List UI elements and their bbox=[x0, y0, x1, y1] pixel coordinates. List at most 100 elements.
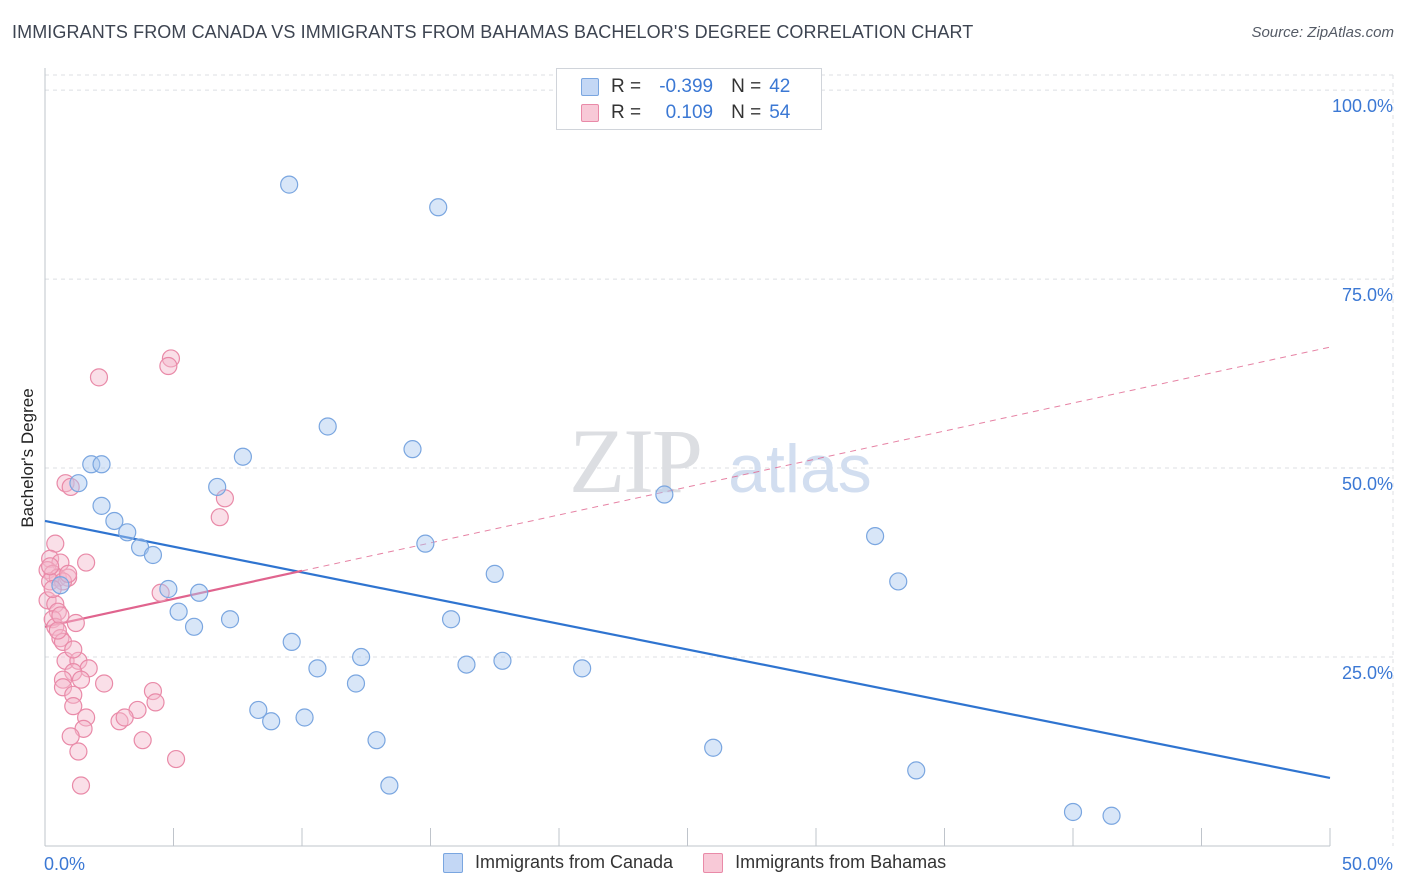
canada-point bbox=[262, 712, 281, 731]
bahamas-point bbox=[41, 557, 60, 576]
bahamas-point bbox=[51, 606, 70, 625]
y-axis-label: Bachelor's Degree bbox=[18, 388, 37, 528]
canada-trend-line bbox=[44, 519, 1331, 780]
bahamas-point bbox=[77, 553, 96, 572]
canada-point bbox=[233, 447, 252, 466]
trend-lines bbox=[44, 346, 1331, 780]
bahamas-point bbox=[41, 549, 60, 568]
canada-swatch bbox=[581, 78, 599, 96]
bahamas-point bbox=[166, 749, 186, 769]
canada-point bbox=[346, 674, 366, 693]
canada-point bbox=[573, 659, 592, 678]
canada-point bbox=[295, 708, 314, 727]
x-tick-label-min: 0.0% bbox=[44, 854, 85, 874]
bahamas-point bbox=[53, 678, 73, 697]
canada-point bbox=[105, 511, 124, 531]
watermark-zip: ZIP bbox=[569, 410, 701, 512]
canada-point bbox=[282, 632, 301, 652]
bahamas-point bbox=[133, 731, 152, 750]
canada-point bbox=[220, 610, 240, 629]
legend-row-canada: R = -0.399 N = 42 bbox=[581, 75, 790, 99]
bahamas-swatch bbox=[581, 104, 599, 122]
canada-point bbox=[655, 485, 674, 504]
bahamas-point bbox=[69, 651, 88, 670]
watermark: ZIP atlas bbox=[569, 410, 872, 512]
canada-point bbox=[416, 534, 435, 553]
canada-point bbox=[352, 647, 371, 667]
bahamas-point bbox=[95, 674, 114, 693]
canada-point bbox=[704, 738, 723, 757]
canada-point bbox=[367, 731, 386, 750]
canada-point bbox=[318, 417, 337, 436]
legend-row-bahamas: R = 0.109 N = 54 bbox=[581, 101, 790, 125]
canada-point bbox=[51, 576, 70, 595]
watermark-atlas: atlas bbox=[728, 431, 872, 507]
bahamas-point bbox=[46, 534, 65, 553]
correlation-legend: R = -0.399 N = 42 R = 0.109 N = 54 bbox=[556, 68, 822, 130]
canada-legend-label: Immigrants from Canada bbox=[475, 852, 674, 872]
data-points bbox=[38, 175, 1121, 825]
bahamas-point bbox=[71, 670, 91, 689]
r-label-canada: R = bbox=[611, 76, 642, 97]
bahamas-point bbox=[64, 663, 83, 682]
y-tick-label: 25.0% bbox=[1342, 663, 1393, 683]
canada-point bbox=[866, 526, 885, 546]
y-tick-label: 100.0% bbox=[1332, 96, 1393, 116]
bahamas-legend-swatch bbox=[703, 852, 724, 873]
canada-point bbox=[429, 198, 448, 217]
bahamas-point bbox=[89, 368, 109, 387]
bahamas-point bbox=[69, 742, 88, 761]
canada-point bbox=[308, 659, 327, 678]
canada-point bbox=[907, 761, 926, 780]
bahamas-point bbox=[48, 621, 67, 640]
bahamas-point bbox=[64, 640, 83, 659]
chart-title: IMMIGRANTS FROM CANADA VS IMMIGRANTS FRO… bbox=[12, 22, 974, 42]
canada-point bbox=[208, 477, 227, 497]
bahamas-point bbox=[159, 356, 178, 376]
canada-point bbox=[457, 655, 476, 674]
bahamas-point bbox=[64, 697, 83, 716]
bahamas-point bbox=[115, 708, 134, 727]
canada-point bbox=[184, 617, 204, 636]
r-label-bahamas: R = bbox=[611, 102, 642, 123]
axes bbox=[44, 68, 1331, 847]
canada-point bbox=[92, 496, 111, 515]
canada-point bbox=[1102, 806, 1121, 825]
canada-point bbox=[169, 602, 188, 621]
canada-point bbox=[280, 175, 299, 194]
grid-lines bbox=[45, 74, 1394, 846]
y-tick-label: 75.0% bbox=[1342, 285, 1393, 305]
bahamas-point bbox=[53, 670, 73, 689]
canada-point bbox=[493, 651, 512, 670]
bahamas-trend-line bbox=[44, 569, 303, 628]
legend-item-canada[interactable]: Immigrants from Canada bbox=[443, 852, 673, 873]
canada-point bbox=[889, 572, 908, 591]
canada-point bbox=[1063, 802, 1083, 822]
canada-point bbox=[159, 579, 178, 599]
bahamas-point bbox=[66, 613, 85, 633]
n-value-bahamas: 54 bbox=[769, 102, 791, 123]
bahamas-legend-label: Immigrants from Bahamas bbox=[735, 852, 947, 872]
canada-point bbox=[82, 455, 101, 474]
canada-point bbox=[118, 523, 137, 542]
y-tick-label: 50.0% bbox=[1342, 474, 1393, 494]
bahamas-point bbox=[146, 693, 165, 712]
bahamas-point bbox=[71, 776, 91, 795]
series-legend: Immigrants from Canada Immigrants from B… bbox=[443, 852, 976, 873]
n-label-canada: N = bbox=[731, 76, 762, 97]
bahamas-point bbox=[53, 632, 73, 652]
canada-legend-swatch bbox=[443, 852, 463, 873]
r-value-bahamas: 0.109 bbox=[665, 102, 714, 123]
x-tick-label-max: 50.0% bbox=[1342, 854, 1393, 874]
canada-point bbox=[143, 545, 163, 565]
canada-point bbox=[485, 564, 504, 583]
bahamas-point bbox=[61, 727, 80, 746]
legend-item-bahamas[interactable]: Immigrants from Bahamas bbox=[703, 852, 946, 873]
n-label-bahamas: N = bbox=[731, 102, 762, 123]
bahamas-point bbox=[77, 708, 96, 727]
canada-point bbox=[441, 610, 461, 629]
tick-labels: 25.0% 50.0% 75.0% 100.0% 0.0% 50.0% bbox=[44, 96, 1393, 874]
canada-point bbox=[380, 776, 399, 795]
canada-point bbox=[190, 583, 209, 602]
